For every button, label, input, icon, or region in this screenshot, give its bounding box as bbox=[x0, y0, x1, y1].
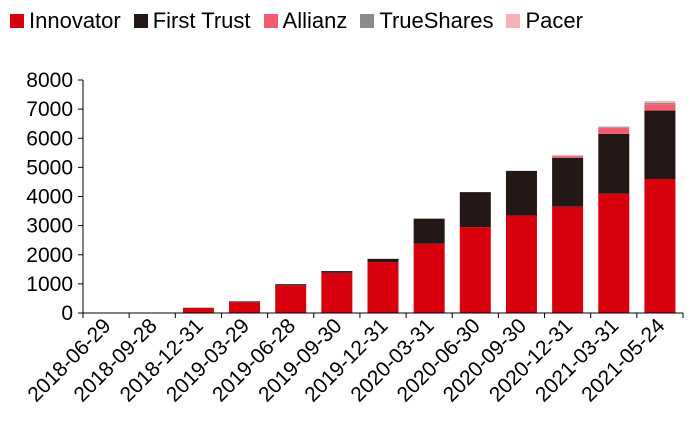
bar-first-trust-2021-03-31 bbox=[598, 133, 630, 194]
bar-allianz-2021-05-24 bbox=[644, 104, 676, 111]
bar-trueshares-2021-05-24 bbox=[644, 102, 676, 105]
bar-innovator-2021-03-31 bbox=[598, 193, 630, 313]
bar-allianz-2020-12-31 bbox=[552, 156, 584, 158]
bar-first-trust-2020-03-31 bbox=[413, 218, 445, 244]
legend-label-first-trust: First Trust bbox=[152, 8, 251, 33]
y-tick-label-5000: 5000 bbox=[26, 156, 73, 179]
bar-innovator-2021-05-24 bbox=[644, 179, 676, 313]
legend-swatch-innovator bbox=[10, 14, 24, 28]
y-tick-label-6000: 6000 bbox=[26, 127, 73, 150]
y-tick-label-7000: 7000 bbox=[26, 98, 73, 121]
bar-innovator-2019-06-28 bbox=[275, 285, 307, 313]
bar-pacer-2020-12-31 bbox=[552, 154, 584, 157]
y-tick-label-3000: 3000 bbox=[26, 215, 73, 238]
bar-innovator-2020-06-30 bbox=[459, 227, 491, 313]
y-tick-label-4000: 4000 bbox=[26, 186, 73, 209]
legend-swatch-pacer bbox=[506, 14, 521, 28]
bar-innovator-2020-12-31 bbox=[552, 206, 584, 313]
y-tick-label-2000: 2000 bbox=[26, 244, 73, 267]
y-tick-label-0: 0 bbox=[61, 302, 73, 325]
legend-item-allianz: Allianz bbox=[263, 8, 348, 34]
legend-swatch-first-trust bbox=[133, 14, 148, 28]
bar-pacer-2021-03-31 bbox=[598, 126, 630, 128]
legend-item-trueshares: TrueShares bbox=[360, 8, 493, 34]
bar-first-trust-2019-12-31 bbox=[367, 258, 399, 263]
y-tick-label-1000: 1000 bbox=[26, 273, 73, 296]
legend-label-allianz: Allianz bbox=[282, 8, 348, 33]
legend-label-innovator: Innovator bbox=[29, 8, 121, 33]
bar-first-trust-2019-09-30 bbox=[321, 271, 353, 273]
legend-item-first-trust: First Trust bbox=[133, 8, 251, 34]
legend: Innovator First Trust Allianz TrueShares… bbox=[10, 8, 596, 34]
bar-first-trust-2021-05-24 bbox=[644, 110, 676, 180]
legend-label-trueshares: TrueShares bbox=[379, 8, 494, 33]
bar-innovator-2019-12-31 bbox=[367, 262, 399, 313]
bar-first-trust-2020-09-30 bbox=[505, 170, 537, 216]
y-tick-label-8000: 8000 bbox=[26, 69, 73, 92]
bar-first-trust-2019-06-28 bbox=[275, 284, 307, 286]
bar-innovator-2019-03-29 bbox=[229, 302, 261, 313]
bar-first-trust-2020-12-31 bbox=[552, 157, 584, 207]
bar-pacer-2021-05-24 bbox=[644, 100, 676, 103]
legend-swatch-trueshares bbox=[360, 14, 375, 28]
bar-first-trust-2019-03-29 bbox=[229, 301, 261, 303]
legend-label-pacer: Pacer bbox=[525, 8, 583, 33]
bar-trueshares-2021-03-31 bbox=[598, 127, 630, 129]
bar-innovator-2020-03-31 bbox=[413, 243, 445, 313]
legend-swatch-allianz bbox=[263, 14, 278, 28]
bar-innovator-2019-09-30 bbox=[321, 272, 353, 313]
bar-allianz-2021-03-31 bbox=[598, 128, 630, 134]
legend-item-pacer: Pacer bbox=[506, 8, 583, 34]
legend-item-innovator: Innovator bbox=[10, 8, 121, 34]
bar-first-trust-2020-06-30 bbox=[459, 192, 491, 228]
bar-innovator-2018-12-31 bbox=[182, 308, 214, 313]
bar-innovator-2020-09-30 bbox=[505, 215, 537, 313]
